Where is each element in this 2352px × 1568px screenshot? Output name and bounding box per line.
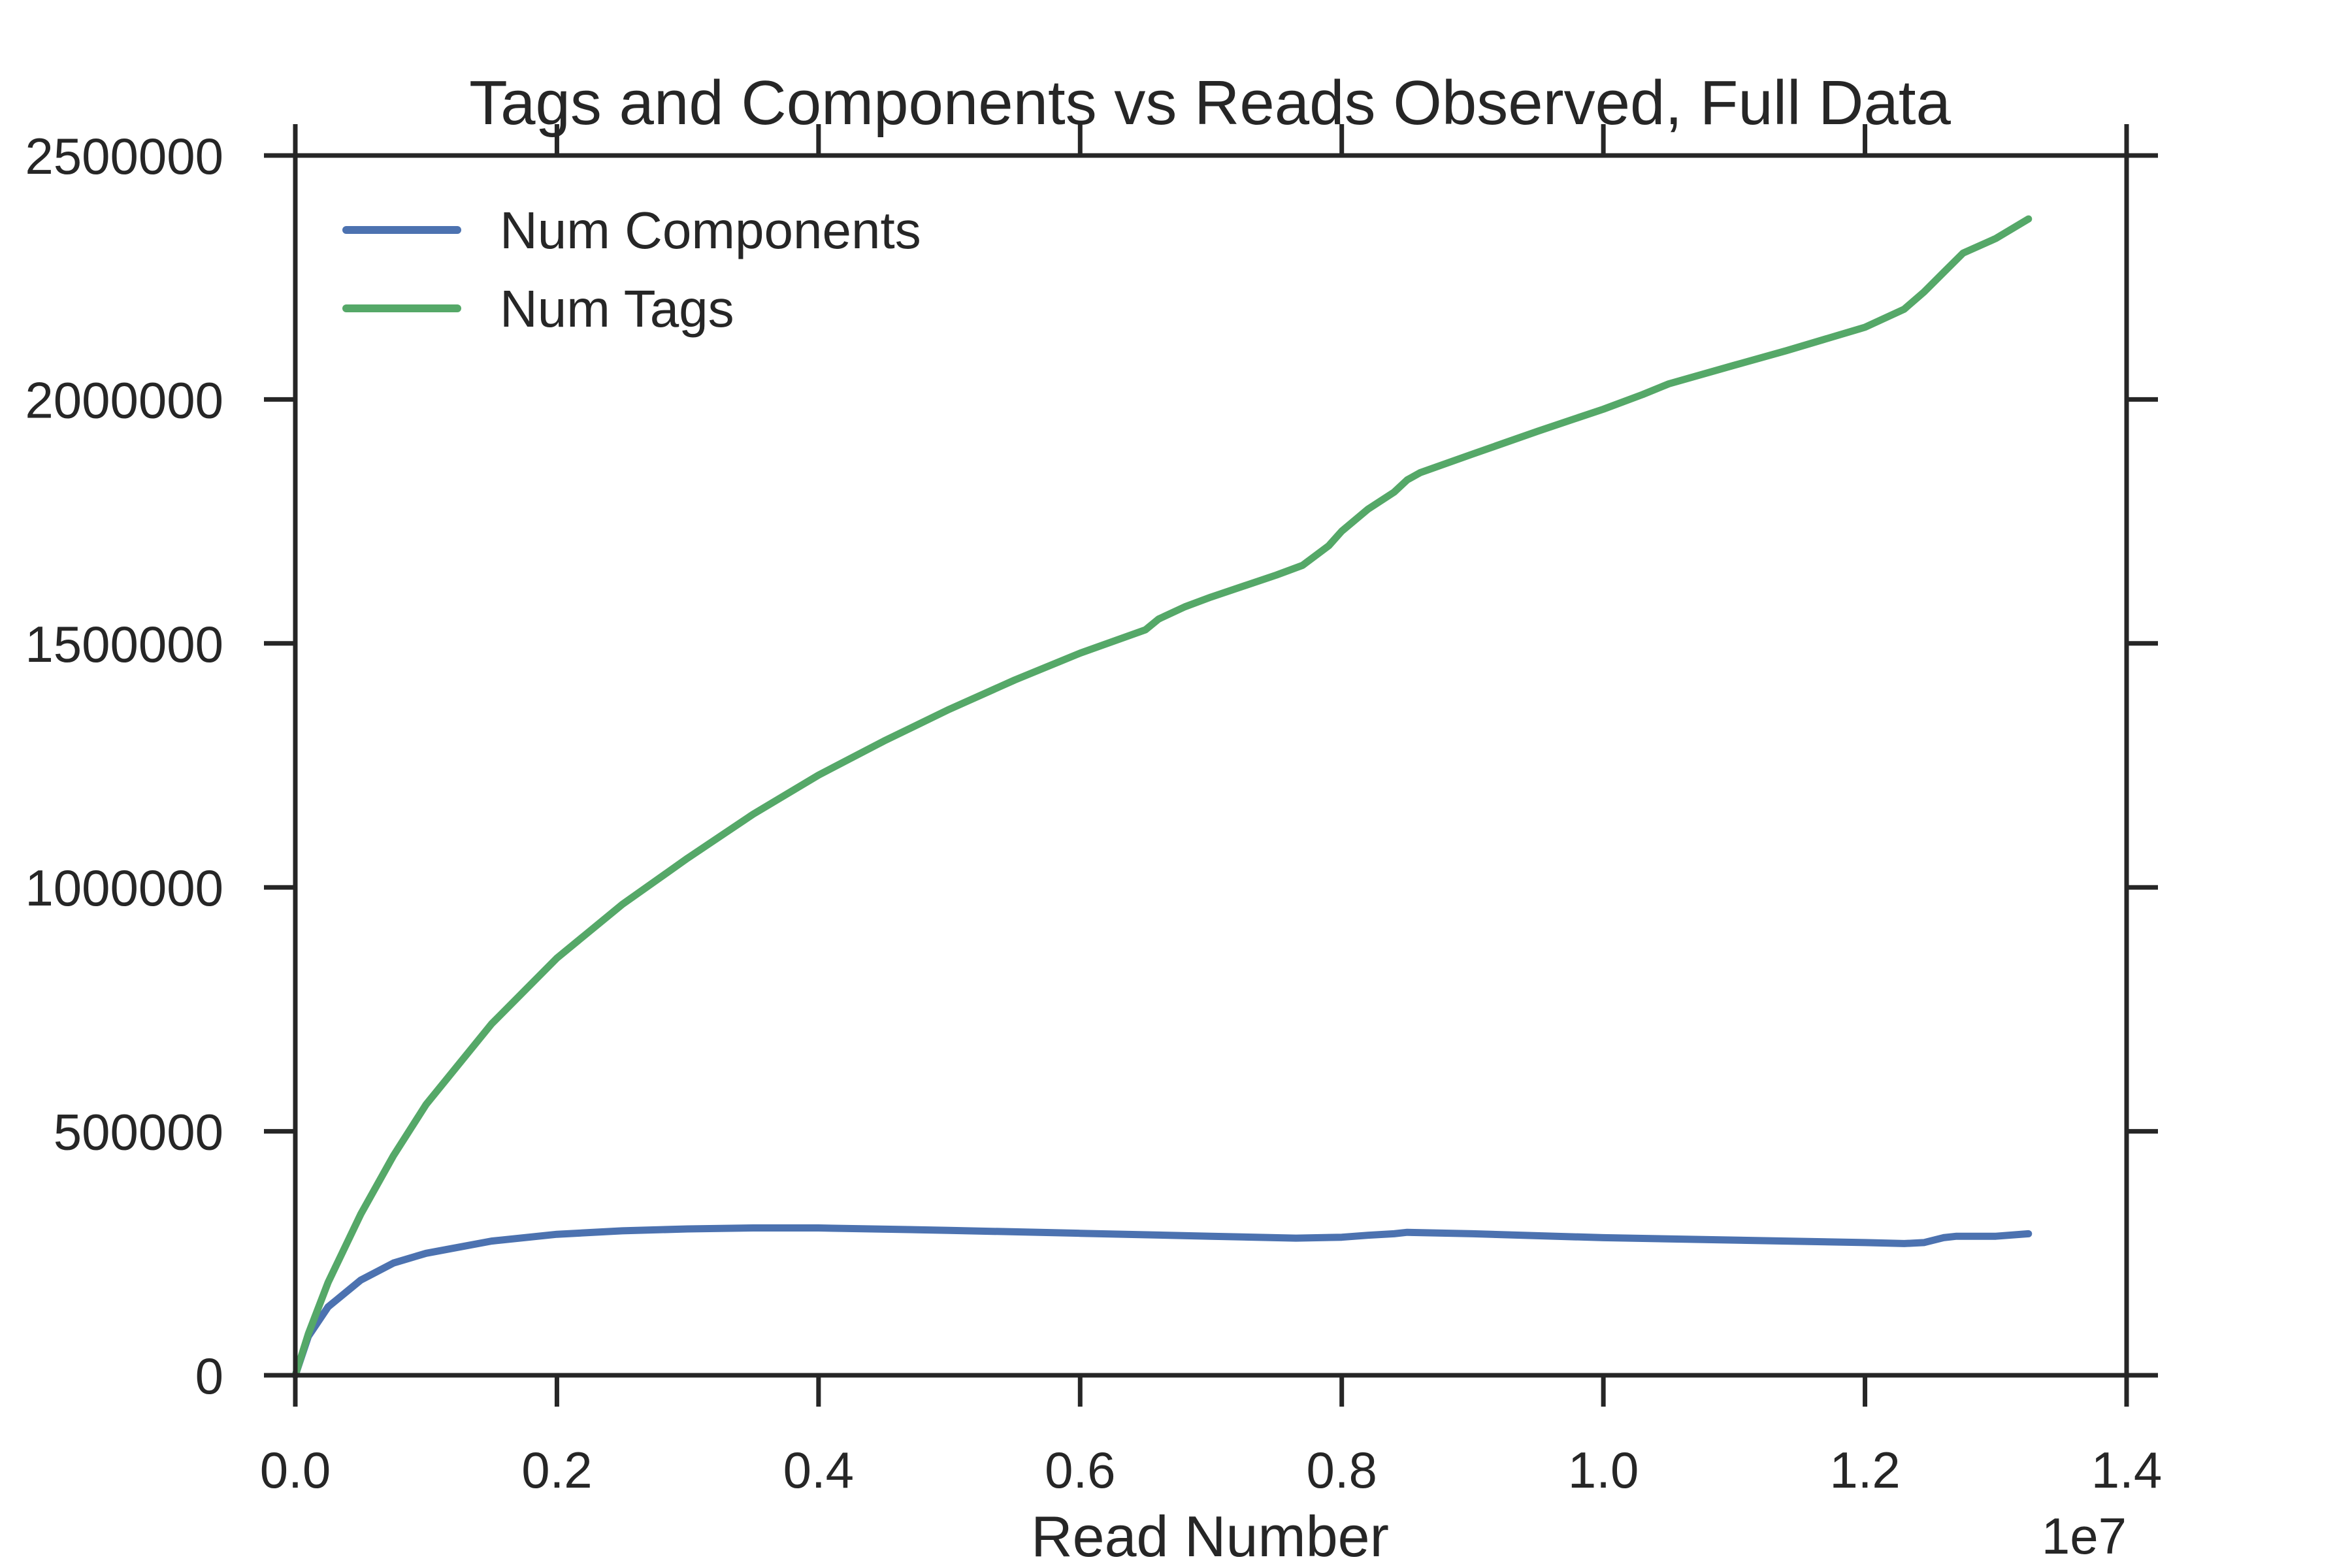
y-tick-label: 2500000 [25,127,223,185]
y-tick-label: 0 [195,1347,223,1405]
series-layer [291,215,2033,1379]
x-axis-label: Read Number [1031,1504,1389,1568]
x-tick-label: 1.0 [1568,1441,1639,1499]
x-tick-label: 0.0 [260,1441,331,1499]
x-tick-label: 0.8 [1306,1441,1377,1499]
y-tick-label: 500000 [54,1103,223,1161]
x-offset-label: 1e7 [2042,1507,2127,1565]
ticks-layer: 0.0 0.2 0.4 0.6 0.8 1.0 1.2 1.4 0 500000 1000000 15… [25,124,2162,1499]
x-tick-label: 0.6 [1045,1441,1115,1499]
legend-label-num-tags: Num Tags [500,280,734,338]
legend-label-num-components: Num Components [500,201,921,259]
series-line-num-components [291,1224,2033,1379]
x-tick-label: 1.2 [1829,1441,1900,1499]
y-tick-label: 1500000 [25,615,223,673]
series-line-num-tags [291,215,2033,1379]
x-tick-label: 0.4 [783,1441,854,1499]
chart-title: Tags and Components vs Reads Observed, F… [469,68,1951,138]
x-tick-label: 1.4 [2091,1441,2162,1499]
x-tick-label: 0.2 [521,1441,592,1499]
y-tick-label: 1000000 [25,859,223,917]
y-tick-label: 2000000 [25,371,223,429]
legend: Num Components Num Tags [342,201,921,338]
axes-frame [293,153,2129,1378]
